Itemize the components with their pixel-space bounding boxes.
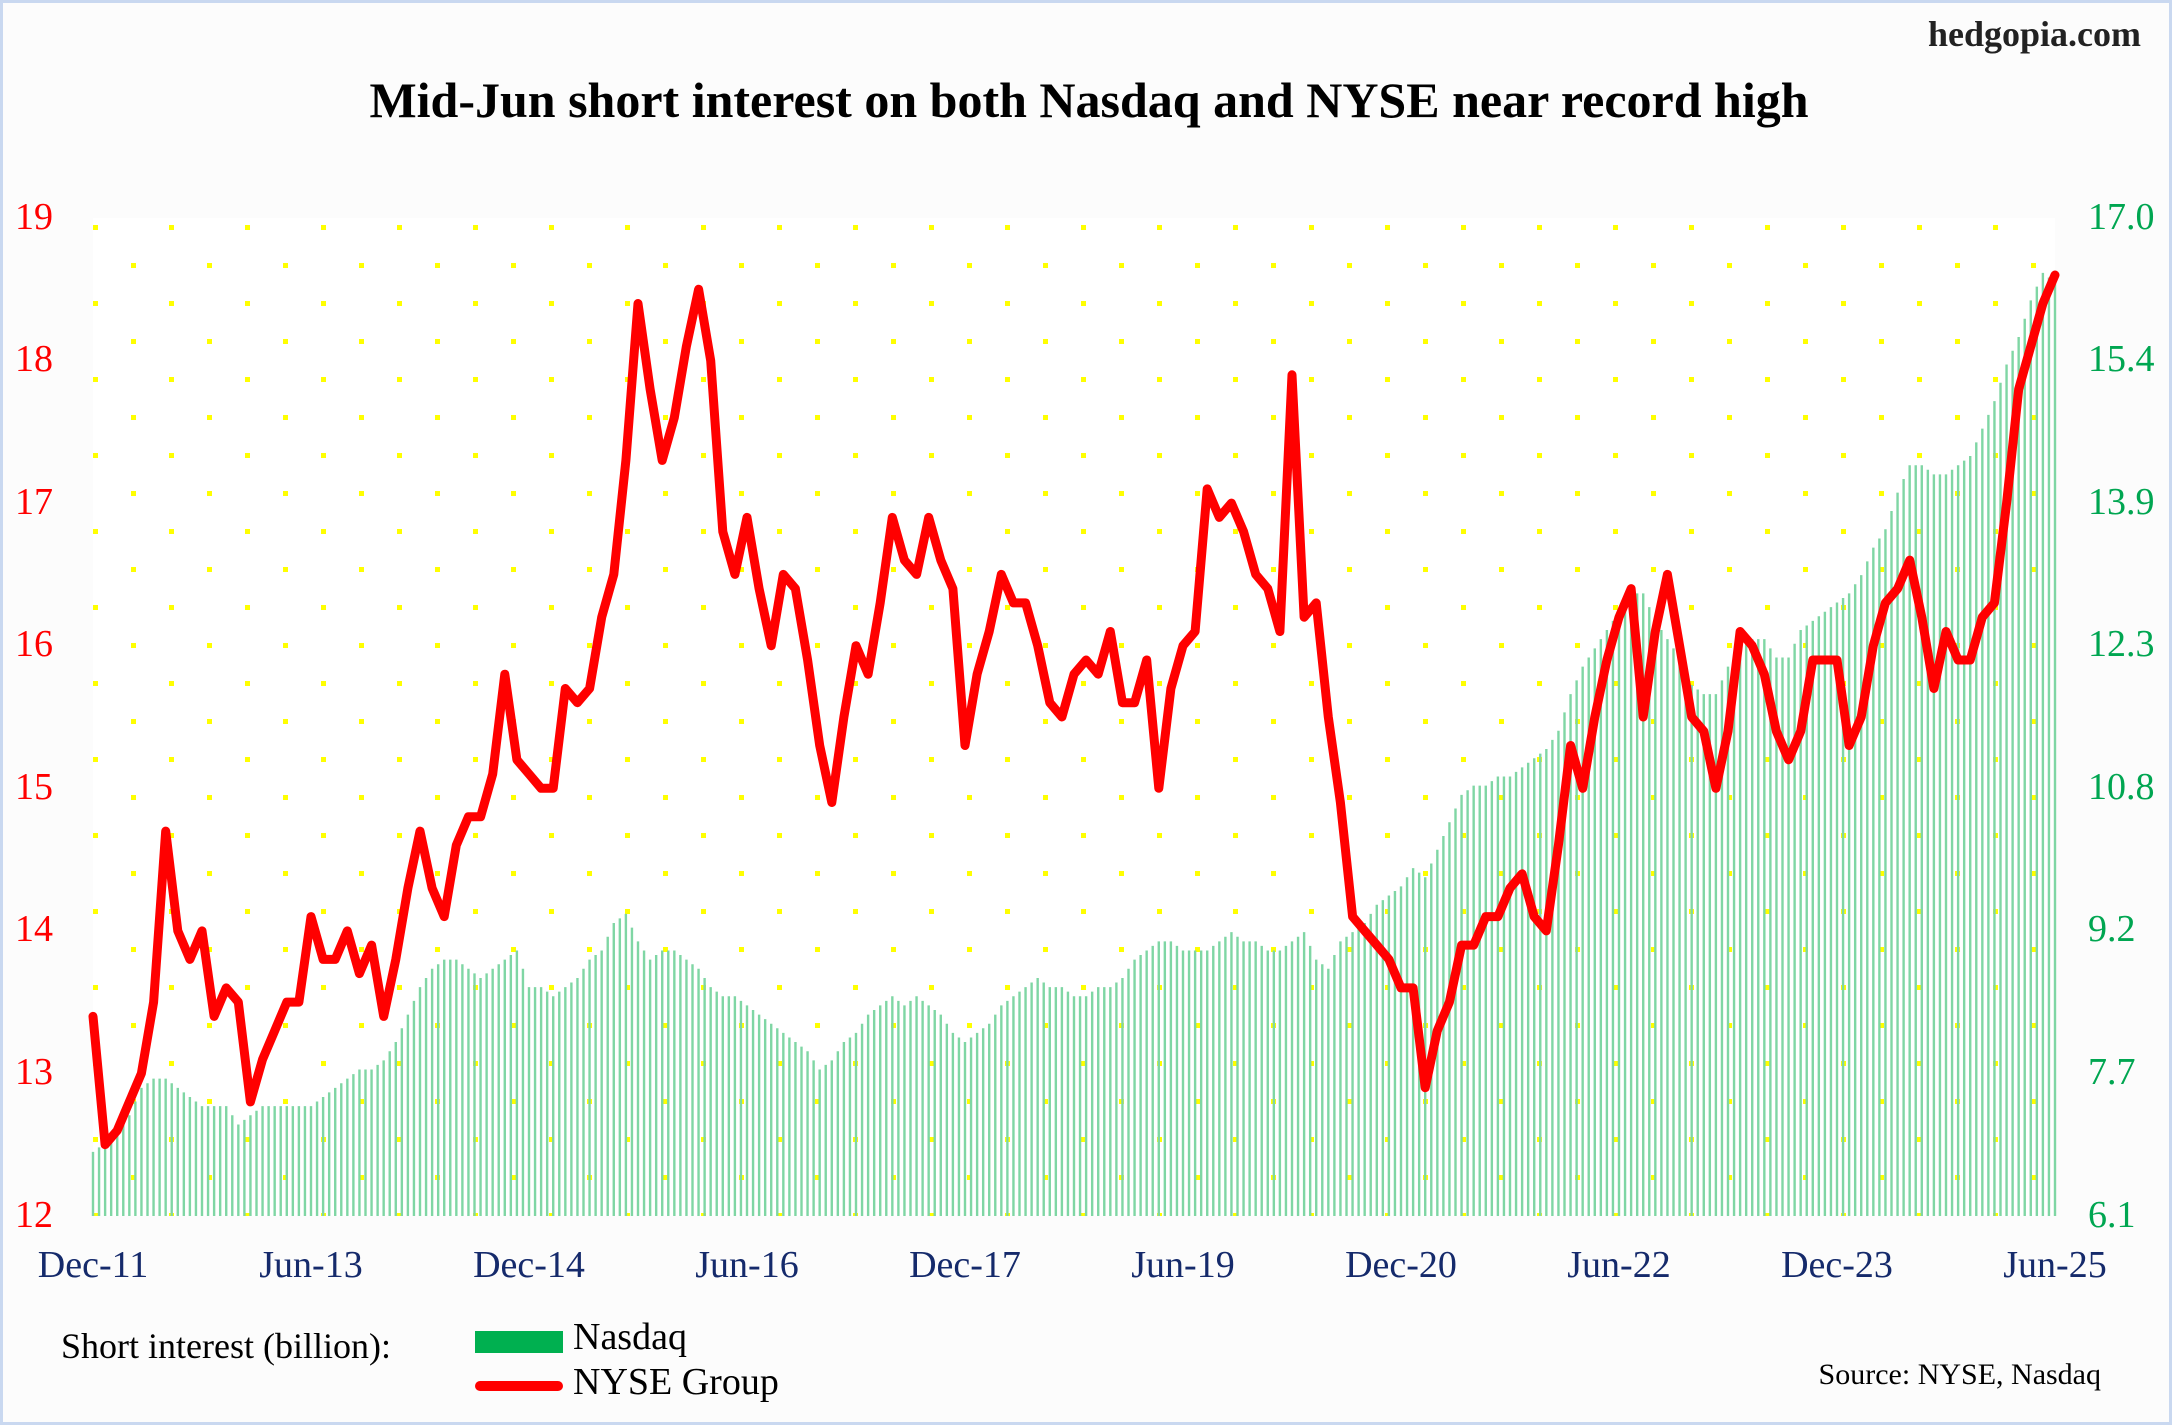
x-tick-label: Dec-11 [37,1244,149,1286]
x-tick-label: Jun-25 [2003,1244,2107,1286]
left-tick-label: 19 [15,196,53,238]
right-tick-label: 9.2 [2088,908,2136,950]
legend-label-nyse: NYSE Group [573,1361,779,1403]
left-tick-label: 14 [15,908,53,950]
plot-area [88,218,2060,1216]
right-tick-label: 10.8 [2088,766,2155,808]
right-tick-label: 17.0 [2088,196,2155,238]
right-tick-label: 12.3 [2088,623,2155,665]
brand-watermark: hedgopia.com [1927,14,2141,54]
right-tick-label: 15.4 [2088,338,2155,380]
x-tick-label: Dec-23 [1781,1244,1893,1286]
legend-label-nasdaq: Nasdaq [573,1316,687,1358]
right-tick-label: 6.1 [2088,1194,2136,1236]
nyse-line [88,270,2060,1150]
legend-swatch-nasdaq [475,1331,563,1353]
source-note: Source: NYSE, Nasdaq [1818,1358,2101,1391]
legend-swatch-nyse [475,1381,563,1391]
x-tick-label: Dec-14 [473,1244,585,1286]
x-tick-label: Jun-16 [695,1244,799,1286]
left-tick-label: 16 [15,623,53,665]
left-tick-label: 13 [15,1051,53,1093]
x-tick-label: Jun-13 [259,1244,363,1286]
left-tick-label: 12 [15,1194,53,1236]
x-tick-label: Jun-19 [1131,1244,1235,1286]
right-tick-label: 13.9 [2088,481,2155,523]
left-tick-label: 17 [15,481,53,523]
right-tick-label: 7.7 [2088,1051,2136,1093]
x-tick-label: Dec-20 [1345,1244,1457,1286]
chart-title: Mid-Jun short interest on both Nasdaq an… [369,72,1809,128]
x-tick-label: Dec-17 [909,1244,1021,1286]
legend-title: Short interest (billion): [61,1326,391,1366]
left-tick-label: 18 [15,338,53,380]
left-tick-label: 15 [15,766,53,808]
x-tick-label: Jun-22 [1567,1244,1671,1286]
